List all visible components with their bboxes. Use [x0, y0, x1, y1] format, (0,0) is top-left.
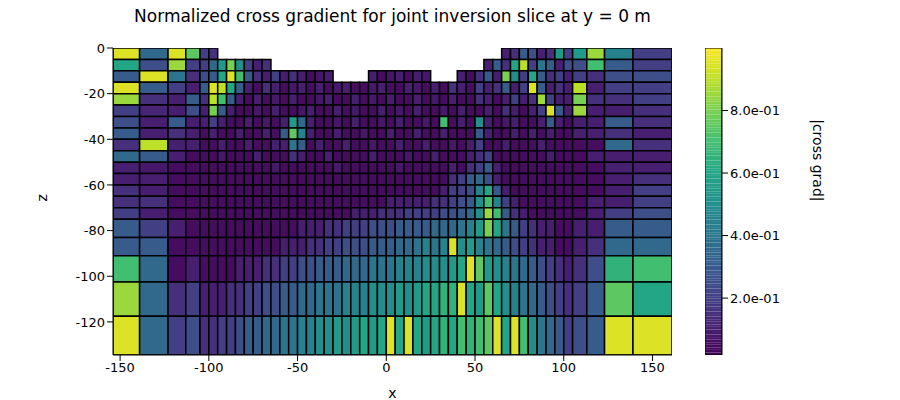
- svg-text:-80: -80: [84, 223, 105, 238]
- svg-text:0: 0: [382, 360, 390, 375]
- svg-text:-60: -60: [84, 178, 105, 193]
- svg-text:100: 100: [551, 360, 576, 375]
- svg-text:-150: -150: [105, 360, 135, 375]
- html-text:Normalized cross gradient for: Normalized cross gradient for joint inve…: [134, 6, 651, 26]
- svg-text:x: x: [388, 385, 396, 400]
- svg-text:-100: -100: [75, 269, 105, 284]
- svg-text:150: 150: [640, 360, 665, 375]
- svg-text:|cross grad|: |cross grad|: [809, 119, 826, 201]
- svg-text:-100: -100: [194, 360, 224, 375]
- svg-text:-40: -40: [84, 132, 105, 147]
- svg-text:2.0e-01: 2.0e-01: [730, 291, 780, 306]
- svg-text:-120: -120: [75, 315, 105, 330]
- svg-text:8.0e-01: 8.0e-01: [730, 103, 780, 118]
- svg-text:-50: -50: [287, 360, 308, 375]
- svg-text:z: z: [34, 194, 50, 201]
- svg-text:6.0e-01: 6.0e-01: [730, 166, 780, 181]
- svg-text:50: 50: [467, 360, 484, 375]
- svg-text:4.0e-01: 4.0e-01: [730, 228, 780, 243]
- svg-text:0: 0: [97, 41, 105, 56]
- svg-text:-20: -20: [84, 86, 105, 101]
